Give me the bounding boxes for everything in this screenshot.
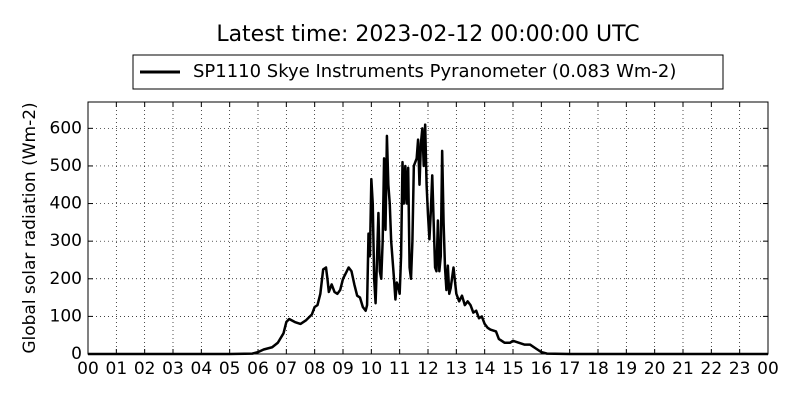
y-tick-label: 400 bbox=[50, 194, 82, 214]
x-tick-label: 11 bbox=[389, 359, 411, 379]
x-tick-label: 09 bbox=[332, 359, 354, 379]
x-tick-label: 01 bbox=[106, 359, 128, 379]
y-tick-label: 100 bbox=[50, 306, 82, 326]
x-tick-label: 17 bbox=[559, 359, 581, 379]
x-tick-label: 16 bbox=[531, 359, 553, 379]
y-tick-label: 600 bbox=[50, 118, 82, 138]
x-tick-label: 00 bbox=[757, 359, 779, 379]
y-axis-label: Global solar radiation (Wm-2) bbox=[20, 102, 40, 353]
x-tick-label: 04 bbox=[191, 359, 213, 379]
x-tick-label: 18 bbox=[587, 359, 609, 379]
x-tick-label: 23 bbox=[729, 359, 751, 379]
x-tick-label: 21 bbox=[672, 359, 694, 379]
y-tick-label: 200 bbox=[50, 269, 82, 289]
x-tick-label: 08 bbox=[304, 359, 326, 379]
x-tick-label: 15 bbox=[502, 359, 524, 379]
x-tick-label: 07 bbox=[276, 359, 298, 379]
x-tick-label: 06 bbox=[247, 359, 269, 379]
x-tick-label: 03 bbox=[162, 359, 184, 379]
legend-label: SP1110 Skye Instruments Pyranometer (0.0… bbox=[193, 61, 676, 82]
chart-title: Latest time: 2023-02-12 00:00:00 UTC bbox=[216, 22, 639, 47]
x-tick-label: 13 bbox=[446, 359, 468, 379]
legend: SP1110 Skye Instruments Pyranometer (0.0… bbox=[132, 54, 724, 90]
x-tick-label: 05 bbox=[219, 359, 241, 379]
y-tick-label: 0 bbox=[71, 344, 82, 364]
x-tick-label: 19 bbox=[616, 359, 638, 379]
plot-frame bbox=[87, 101, 769, 355]
x-tick-label: 12 bbox=[417, 359, 439, 379]
x-tick-label: 22 bbox=[701, 359, 723, 379]
legend-box bbox=[132, 54, 724, 90]
x-tick-label: 20 bbox=[644, 359, 666, 379]
x-tick-label: 10 bbox=[361, 359, 383, 379]
x-tick-label: 02 bbox=[134, 359, 156, 379]
x-tick-label: 00 bbox=[77, 359, 99, 379]
data-line bbox=[88, 123, 768, 356]
x-tick-label: 14 bbox=[474, 359, 496, 379]
y-tick-label: 300 bbox=[50, 231, 82, 251]
y-tick-label: 500 bbox=[50, 156, 82, 176]
